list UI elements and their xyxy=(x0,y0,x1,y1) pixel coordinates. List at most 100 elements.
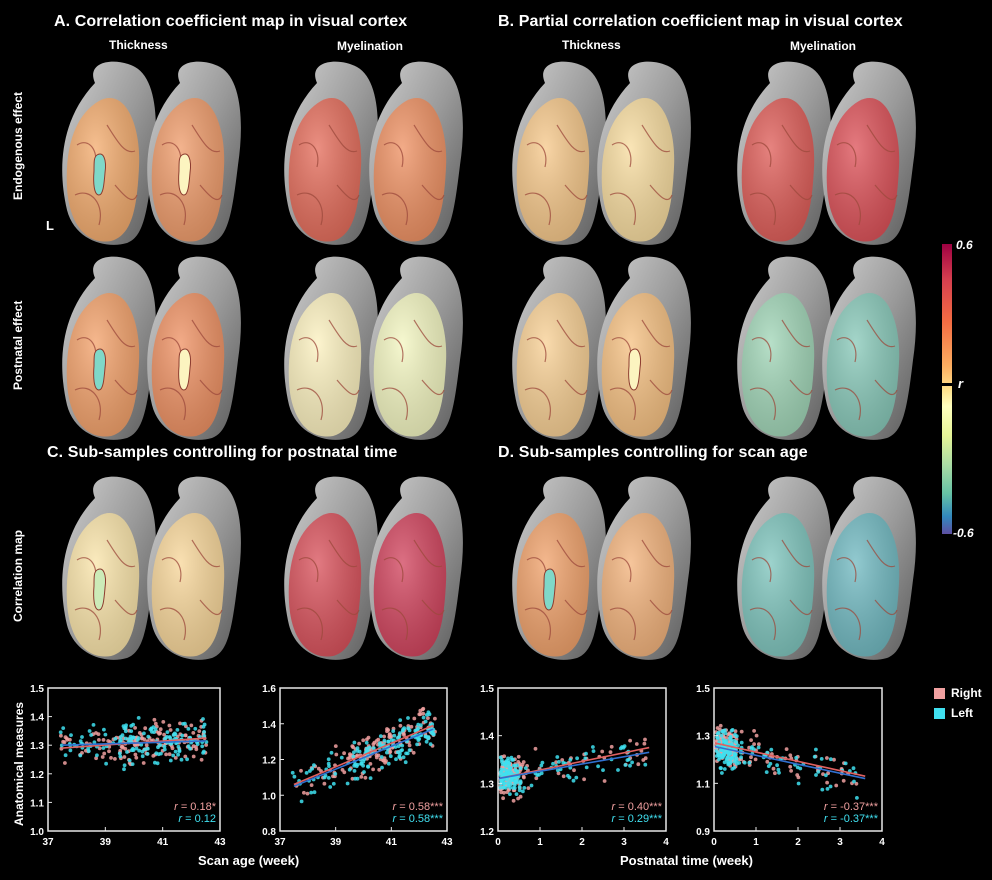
data-point xyxy=(854,781,859,786)
data-point xyxy=(342,751,346,756)
data-point xyxy=(407,748,412,752)
data-point xyxy=(156,752,161,757)
x-tick-label: 0 xyxy=(711,837,717,848)
data-point xyxy=(430,722,435,727)
data-point xyxy=(816,770,821,774)
data-point xyxy=(616,768,620,772)
data-point xyxy=(139,742,144,747)
data-point xyxy=(292,774,297,779)
data-point xyxy=(362,770,366,774)
x-tick-label: 43 xyxy=(214,837,226,848)
data-point xyxy=(133,743,138,748)
data-point xyxy=(398,723,403,728)
x-axis-title-scan-age: Scan age (week) xyxy=(198,853,300,868)
data-point xyxy=(517,785,522,789)
data-point xyxy=(68,748,73,753)
data-point xyxy=(173,749,178,754)
data-point xyxy=(720,754,724,759)
data-point xyxy=(134,755,139,760)
r-label-left: r = -0.37*** xyxy=(824,813,879,825)
data-point xyxy=(150,730,154,734)
data-point xyxy=(118,754,123,759)
data-point xyxy=(123,746,128,751)
data-point xyxy=(312,763,316,768)
data-point xyxy=(725,758,729,763)
data-point xyxy=(68,737,72,742)
data-point xyxy=(398,731,402,735)
data-point xyxy=(529,783,534,788)
scatter-plot-2: 0.8 1.0 1.2 1.4 1.6 37 39 41 43 r = 0.58***r = 0.… xyxy=(262,684,453,848)
data-point xyxy=(514,792,519,796)
data-point xyxy=(832,757,836,762)
data-point xyxy=(641,758,646,762)
legend-right-swatch xyxy=(934,687,945,699)
data-point xyxy=(302,790,306,795)
data-point xyxy=(61,726,66,730)
x-tick-label: 37 xyxy=(42,837,54,848)
data-point xyxy=(69,733,73,737)
data-point xyxy=(399,748,403,753)
data-point xyxy=(374,755,379,760)
data-point xyxy=(756,745,761,750)
data-point xyxy=(145,752,150,756)
data-point xyxy=(89,733,93,737)
data-point xyxy=(521,789,525,794)
data-point xyxy=(183,754,188,759)
data-point xyxy=(395,736,400,740)
data-point xyxy=(416,736,420,741)
data-point xyxy=(145,746,150,751)
data-point xyxy=(718,723,723,728)
data-point xyxy=(140,754,145,759)
data-point xyxy=(162,747,167,752)
data-point xyxy=(403,760,408,765)
data-point xyxy=(357,749,362,754)
data-point xyxy=(407,728,412,733)
data-point xyxy=(518,780,523,785)
data-point xyxy=(333,772,338,776)
data-point xyxy=(92,740,97,745)
data-point xyxy=(78,753,83,758)
data-point xyxy=(352,750,356,755)
x-tick-label: 39 xyxy=(100,837,112,848)
data-point xyxy=(144,743,149,748)
data-point xyxy=(555,768,560,773)
data-point xyxy=(821,772,825,776)
data-point xyxy=(555,755,560,759)
data-point xyxy=(825,756,829,760)
x-tick-label: 2 xyxy=(795,837,801,848)
data-point xyxy=(153,760,157,765)
data-point xyxy=(729,738,733,742)
data-point xyxy=(421,715,426,720)
y-tick-label: 1.4 xyxy=(30,713,44,724)
data-point xyxy=(426,716,430,720)
y-tick-label: 1.3 xyxy=(696,732,710,743)
data-point xyxy=(554,760,558,765)
data-point xyxy=(401,727,406,732)
data-point xyxy=(101,738,106,742)
data-point xyxy=(299,768,303,773)
data-point xyxy=(628,738,632,743)
data-point xyxy=(636,762,641,767)
data-point xyxy=(734,758,739,763)
data-point xyxy=(814,773,818,777)
data-point xyxy=(133,726,138,730)
data-point xyxy=(199,757,204,762)
data-point xyxy=(168,728,173,732)
data-point xyxy=(178,721,182,726)
data-point xyxy=(498,785,503,790)
data-point xyxy=(736,743,740,748)
data-point xyxy=(135,738,140,742)
data-point xyxy=(752,742,756,746)
data-point xyxy=(516,760,521,764)
data-point xyxy=(366,735,371,740)
y-tick-label: 1.2 xyxy=(262,756,276,767)
data-point xyxy=(406,716,410,720)
data-point xyxy=(516,754,521,759)
data-point xyxy=(173,756,178,760)
data-point xyxy=(515,778,519,782)
data-point xyxy=(109,756,113,760)
data-point xyxy=(502,790,506,795)
data-point xyxy=(123,729,128,734)
data-point xyxy=(171,733,176,737)
